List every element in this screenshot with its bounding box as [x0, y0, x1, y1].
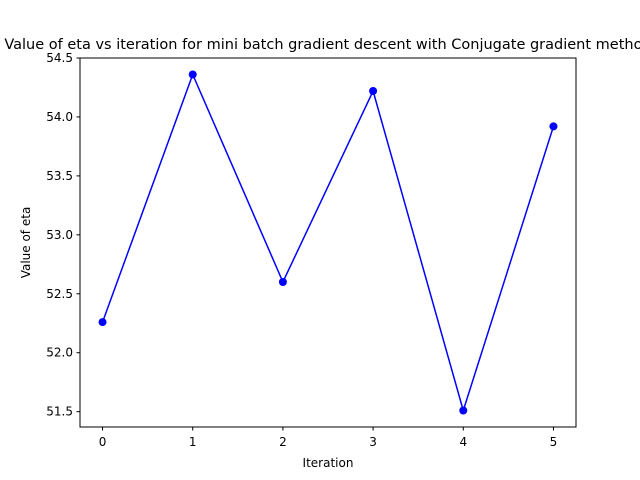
data-point	[98, 318, 107, 327]
x-tick-label: 3	[369, 435, 377, 449]
data-point	[278, 277, 287, 286]
x-tick-label: 1	[189, 435, 197, 449]
plot-area-frame	[79, 57, 577, 428]
x-tick-label: 4	[459, 435, 467, 449]
data-point	[459, 406, 468, 415]
x-tick-label: 0	[99, 435, 107, 449]
data-point	[549, 122, 558, 131]
y-tick-label: 53.5	[46, 169, 73, 183]
data-point	[369, 87, 378, 96]
y-tick-label: 52.0	[46, 346, 73, 360]
x-tick-label: 2	[279, 435, 287, 449]
y-tick-label: 54.5	[46, 51, 73, 65]
x-tick-label: 5	[550, 435, 558, 449]
data-point	[188, 70, 197, 79]
y-tick-label: 51.5	[46, 405, 73, 419]
x-axis-label: Iteration	[303, 456, 354, 470]
series-line	[101, 73, 555, 412]
y-tick-label: 53.0	[46, 228, 73, 242]
chart-title: Value of eta vs iteration for mini batch…	[4, 37, 640, 53]
data-series	[98, 70, 558, 415]
x-axis-ticks: 0 1 2 3 4 5	[99, 427, 558, 449]
y-axis-ticks: 51.5 52.0 52.5 53.0 53.5 54.0 54.5	[46, 51, 80, 419]
y-tick-label: 54.0	[46, 110, 73, 124]
y-tick-label: 52.5	[46, 287, 73, 301]
y-axis-label: Value of eta	[19, 207, 33, 279]
